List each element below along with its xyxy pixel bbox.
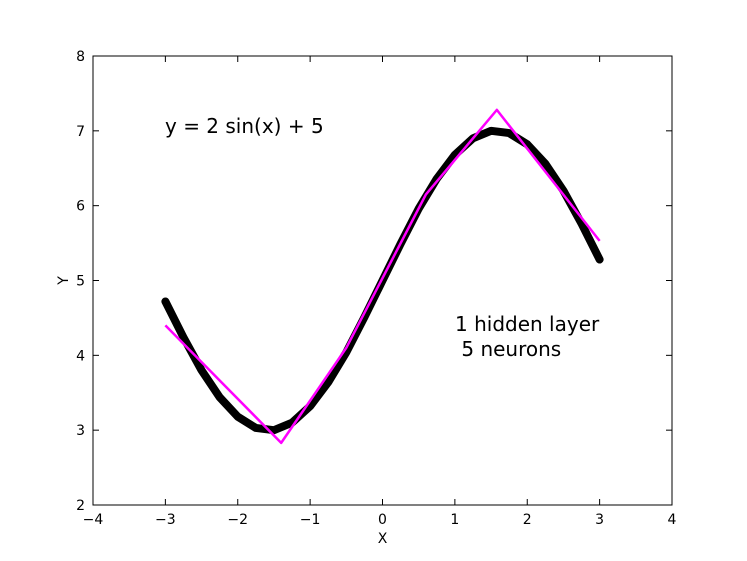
y-tick-label: 7 — [76, 124, 85, 140]
y-axis-label: Y — [56, 276, 72, 286]
x-tick-label: −2 — [227, 512, 248, 528]
x-tick-label: −4 — [83, 512, 104, 528]
y-tick-label: 2 — [76, 498, 85, 514]
x-tick-label: 3 — [595, 512, 604, 528]
function-annotation: y = 2 sin(x) + 5 — [165, 114, 324, 138]
y-tick-label: 5 — [76, 274, 85, 290]
network-approximation-line — [164, 108, 601, 445]
x-tick-label: −3 — [155, 512, 176, 528]
x-tick-label: 1 — [450, 512, 459, 528]
plot-area — [161, 108, 604, 445]
y-tick-label: 3 — [76, 423, 85, 439]
axes: −4 −3 −2 −1 0 1 2 3 4 2 3 4 5 6 7 8 — [76, 49, 676, 528]
x-tick-label: 0 — [378, 512, 387, 528]
network-annotation-line1: 1 hidden layer — [455, 312, 600, 336]
y-tick-label: 4 — [76, 348, 85, 364]
x-tick-label: 4 — [668, 512, 677, 528]
network-annotation-line2: 5 neurons — [455, 337, 561, 361]
x-axis-label: X — [378, 531, 388, 547]
y-tick-label: 6 — [76, 199, 85, 215]
y-tick-label: 8 — [76, 49, 85, 65]
x-tick-label: −1 — [300, 512, 321, 528]
x-tick-label: 2 — [523, 512, 532, 528]
